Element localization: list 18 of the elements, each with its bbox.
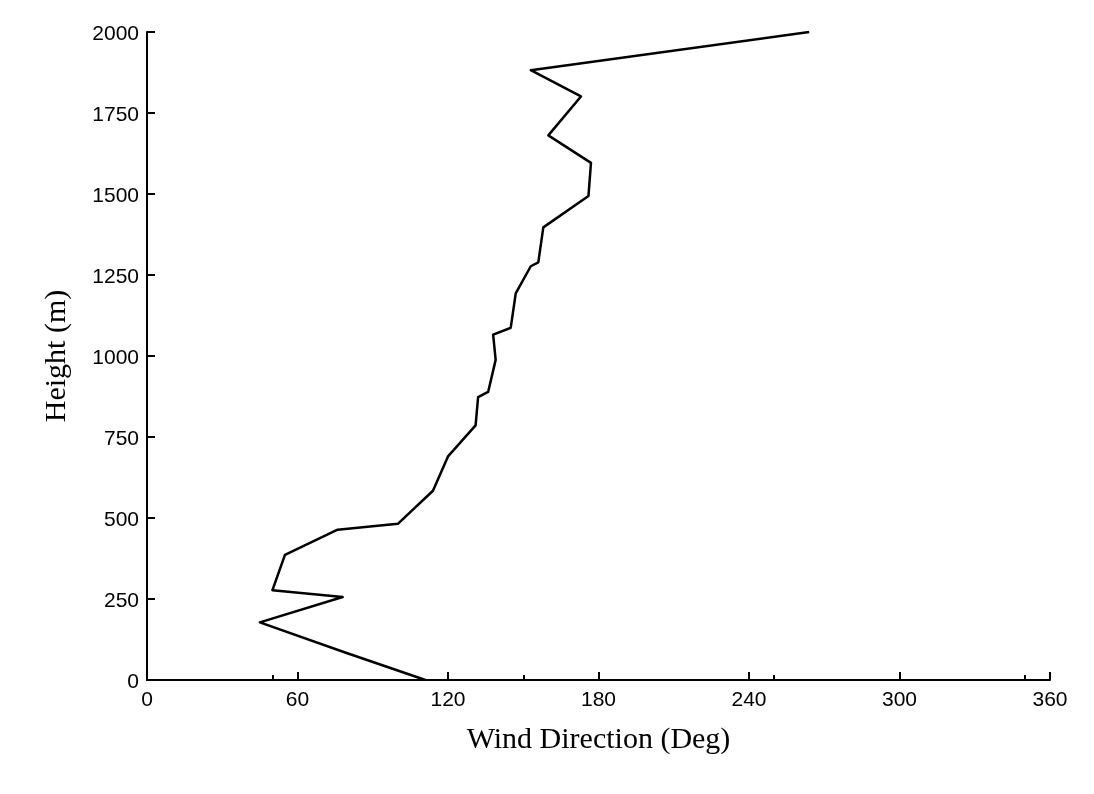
y-tick-label: 1000 (92, 344, 139, 368)
y-tick-label: 2000 (92, 20, 139, 44)
x-tick-label: 0 (141, 687, 153, 710)
x-tick-label: 180 (580, 687, 617, 710)
y-tick-label: 750 (103, 425, 139, 449)
x-tick-label: 360 (1032, 687, 1068, 710)
y-axis-title: Height (m) (37, 289, 72, 423)
y-tick-label: 1750 (92, 101, 139, 125)
x-tick-label: 60 (285, 687, 310, 710)
y-tick-label: 1500 (92, 182, 139, 206)
y-tick-label: 500 (103, 506, 139, 530)
x-tick-label: 120 (430, 687, 466, 710)
y-tick-label: 1250 (92, 263, 139, 287)
x-axis-title: Wind Direction (Deg) (466, 720, 731, 755)
y-tick-label: 250 (103, 587, 139, 611)
x-tick-label: 240 (731, 687, 767, 710)
y-tick-label: 0 (127, 668, 139, 692)
x-tick-label: 300 (881, 687, 918, 710)
